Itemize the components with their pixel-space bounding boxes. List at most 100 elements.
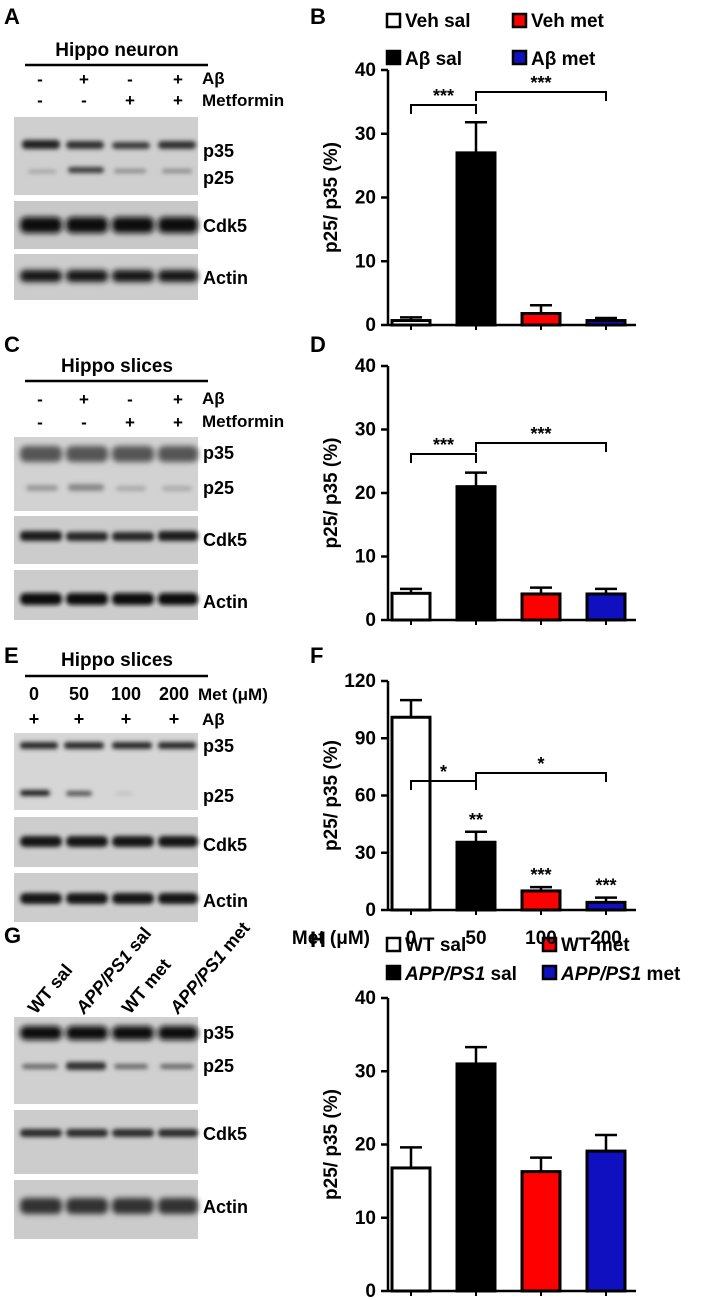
blot-g: WT sal APP/PS1 sal WT met APP/PS1 met: [14, 918, 254, 1239]
significance-label: ***: [530, 73, 551, 93]
x-axis-label: Met (μM): [292, 928, 370, 949]
blot-e-title: Hippo slices: [61, 650, 173, 671]
bar: [520, 889, 562, 912]
panel-letter-f: F: [310, 643, 323, 668]
significance-label: ***: [433, 86, 454, 106]
legend-label: APP/PS1 sal: [404, 964, 517, 985]
blot-c-title: Hippo slices: [61, 356, 173, 377]
blot-e-conc: 100: [111, 684, 141, 704]
legend-h: WT sal WT met APP/PS1 sal APP/PS1 met: [385, 935, 681, 985]
bar: [455, 485, 497, 622]
y-tick-label: 90: [355, 728, 376, 749]
bar: [455, 151, 497, 327]
blot-e-band-label: Cdk5: [203, 835, 247, 855]
blot-c-sign: -: [127, 390, 133, 409]
blot-a-row-label: Aβ: [202, 69, 225, 88]
legend-label: Aβ sal: [405, 49, 462, 70]
significance-label: **: [469, 810, 483, 830]
panel-letter-d: D: [310, 332, 326, 357]
bar: [585, 319, 627, 327]
y-tick-label: 0: [365, 1281, 376, 1300]
panel-letter-g: G: [4, 923, 21, 948]
legend-swatch: [541, 936, 558, 953]
blot-e-row-label: Aβ: [202, 710, 225, 729]
blot-g-band-label: p35: [203, 1023, 234, 1043]
y-axis-label: p25/ p35 (%): [321, 438, 342, 549]
y-tick-label: 0: [365, 610, 376, 631]
panel-letter-h: H: [310, 927, 326, 952]
blot-g-membrane: [14, 1110, 198, 1174]
bar: [455, 840, 497, 912]
bar: [390, 591, 432, 622]
blot-c-band-label: Actin: [203, 592, 248, 612]
blot-g-band-label: Cdk5: [203, 1124, 247, 1144]
blot-c-band-label: p35: [203, 443, 234, 463]
y-tick-label: 10: [355, 547, 376, 568]
blot-e-sign: +: [169, 709, 180, 729]
legend-swatch: [385, 964, 402, 981]
blot-a-band-label: Actin: [203, 268, 248, 288]
significance-label: ***: [595, 876, 616, 896]
bar: [390, 319, 432, 327]
x-tick-label: 200: [590, 928, 622, 949]
y-tick-label: 20: [355, 188, 376, 209]
y-tick-label: 0: [365, 900, 376, 921]
bar: [390, 1166, 432, 1293]
blot-a: Hippo neuron - + - + - - + + Aβ Metformi…: [14, 40, 284, 300]
blot-a-sign: +: [173, 91, 183, 110]
y-tick-label: 20: [355, 483, 376, 504]
blot-c-sign: -: [37, 413, 43, 432]
blot-e-band-label: Actin: [203, 891, 248, 911]
legend-swatch: [385, 49, 402, 66]
y-tick-label: 40: [355, 60, 376, 81]
y-tick-label: 0: [365, 315, 376, 336]
blot-a-band-label: Cdk5: [203, 216, 247, 236]
blot-c: Hippo slices - + - + - - + + Aβ Metformi…: [14, 356, 284, 620]
legend-label: Aβ met: [531, 49, 596, 70]
panel-letter-a: A: [4, 4, 20, 29]
blot-c-sign: -: [81, 413, 87, 432]
blot-e-sign: +: [121, 709, 132, 729]
blot-a-sign: -: [37, 70, 43, 89]
blot-a-lane-signs: - + - + - - + +: [37, 70, 183, 110]
blot-a-sign: -: [127, 70, 133, 89]
significance-bracket: [410, 780, 477, 790]
blot-c-row-label: Aβ: [202, 389, 225, 408]
blot-a-row-label: Metformin: [202, 91, 284, 110]
y-axis-label: p25/ p35 (%): [321, 740, 342, 851]
blot-a-membrane: [14, 117, 198, 195]
blot-a-sign: +: [125, 91, 135, 110]
blot-g-lane-label: APP/PS1 met: [165, 918, 254, 1018]
blot-c-band-label: p25: [203, 478, 234, 498]
x-tick-label: 100: [525, 928, 557, 949]
legend-swatch: [541, 964, 558, 981]
blot-a-sign: -: [81, 91, 87, 110]
blot-e-band-label: p25: [203, 786, 234, 806]
y-tick-label: 40: [355, 356, 376, 377]
blot-c-row-label: Metformin: [202, 412, 284, 431]
blot-a-band-label: p25: [203, 168, 234, 188]
legend-label: Veh met: [531, 11, 605, 32]
blot-g-band-label: Actin: [203, 1197, 248, 1217]
blot-e-row-label: Met (μM): [198, 685, 268, 704]
blot-a-sign: +: [79, 70, 89, 89]
y-tick-label: 30: [355, 1061, 376, 1082]
legend-swatch: [385, 936, 402, 953]
significance-label: *: [537, 754, 544, 774]
y-tick-label: 30: [355, 124, 376, 145]
legend-swatch: [511, 12, 528, 29]
blot-e-conc: 200: [159, 684, 189, 704]
significance-label: *: [440, 762, 447, 782]
x-tick-label: 0: [406, 928, 417, 949]
significance-label: ***: [530, 865, 551, 885]
blot-e: Hippo slices 0 50 100 200 + + + + Met (μ…: [14, 650, 268, 922]
blot-e-sign: +: [29, 709, 40, 729]
chart-b: 0 10 20 30 40 p25/ p35 (%) *** ***: [321, 60, 636, 336]
bar: [455, 1062, 497, 1293]
panel-letter-c: C: [4, 332, 20, 357]
blot-e-conc: 0: [29, 684, 39, 704]
blot-c-sign: +: [173, 390, 183, 409]
